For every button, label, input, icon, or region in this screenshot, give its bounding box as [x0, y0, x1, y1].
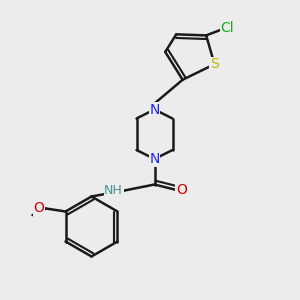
Text: O: O: [34, 202, 44, 215]
Text: NH: NH: [104, 184, 123, 197]
Text: N: N: [149, 152, 160, 166]
Text: S: S: [210, 57, 219, 71]
Text: Cl: Cl: [220, 21, 234, 35]
Text: N: N: [149, 103, 160, 116]
Text: O: O: [176, 184, 187, 197]
